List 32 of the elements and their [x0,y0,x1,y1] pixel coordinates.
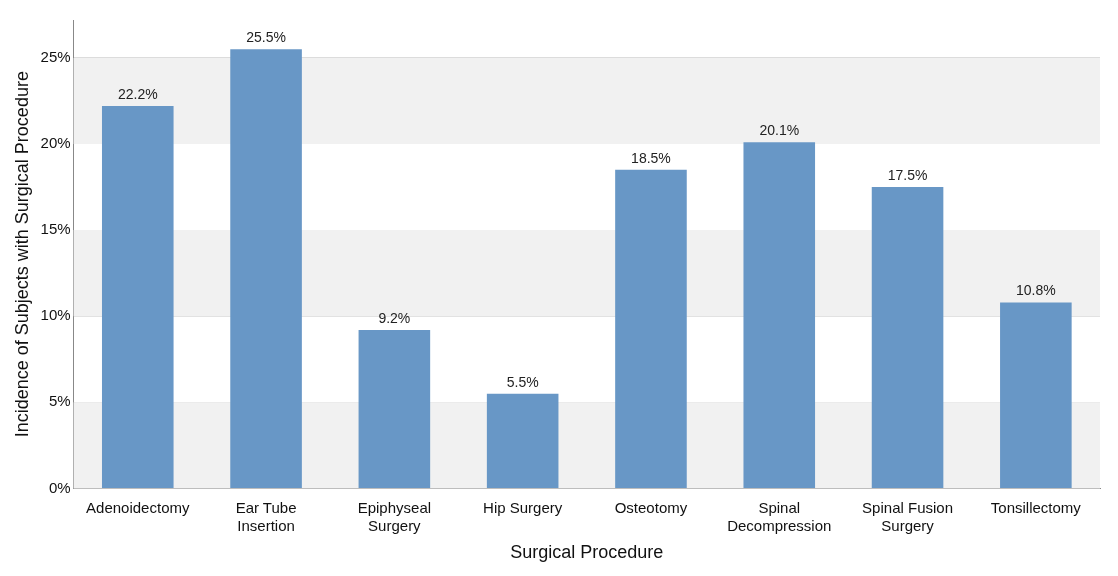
y-tick-label: 10% [40,306,71,324]
x-axis-title: Surgical Procedure [510,542,664,563]
x-tick-label: Epiphyseal Surgery [357,498,432,534]
data-label: 17.5% [887,166,928,183]
data-label: 5.5% [506,373,539,390]
y-tick-label: 15% [40,220,71,238]
bar [230,49,302,488]
x-tick-label: Adenoidectomy [86,498,190,516]
bar [871,187,944,488]
x-tick-label: Spinal Decompression [727,498,832,534]
bar [743,142,816,488]
data-label: 22.2% [117,85,158,102]
data-label: 20.1% [759,122,800,139]
bar [101,106,174,488]
data-label: 18.5% [631,149,671,166]
bar [1000,302,1072,488]
data-label: 25.5% [246,29,286,46]
x-tick-label: Spinal Fusion Surgery [862,498,953,534]
y-tick-label: 5% [48,392,71,410]
y-axis-title: Incidence of Subjects with Surgical Procedure [11,71,32,438]
data-label: 9.2% [378,309,411,326]
data-label: 10.8% [1016,282,1056,299]
x-tick-label: Tonsillectomy [990,498,1082,516]
x-tick-label: Osteotomy [614,498,688,516]
bar [358,329,431,488]
y-tick-label: 0% [48,478,71,496]
bar [615,169,687,488]
y-tick-label: 25% [40,48,71,66]
bar [486,393,559,488]
y-tick-label: 20% [40,134,71,152]
x-tick-label: Hip Surgery [483,498,563,516]
x-tick-label: Ear Tube Insertion [235,498,297,534]
